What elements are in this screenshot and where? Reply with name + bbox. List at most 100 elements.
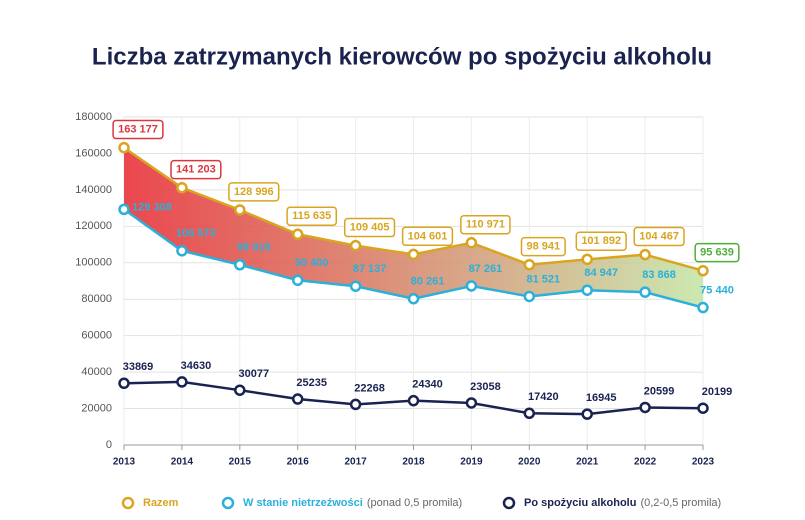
point bbox=[407, 292, 420, 305]
value-label-box bbox=[575, 231, 627, 251]
point bbox=[291, 393, 304, 405]
value-label-box bbox=[520, 236, 566, 257]
value-label: 106 573 bbox=[176, 228, 216, 240]
value-label: 81 521 bbox=[526, 273, 560, 285]
x-tick-label: 2023 bbox=[692, 457, 715, 468]
value-label: 16945 bbox=[586, 392, 617, 404]
value-label: 163 177 bbox=[118, 124, 158, 136]
y-tick-label: 60000 bbox=[81, 330, 112, 342]
y-tick-label: 20000 bbox=[81, 402, 112, 414]
legend-label: Razem bbox=[143, 497, 179, 509]
point bbox=[234, 384, 246, 396]
value-label: 98 941 bbox=[526, 241, 560, 253]
point bbox=[176, 181, 188, 194]
x-tick-label: 2016 bbox=[287, 457, 310, 468]
legend-marker bbox=[121, 496, 135, 510]
point bbox=[697, 264, 709, 277]
value-label: 17420 bbox=[528, 391, 559, 403]
value-label: 84 947 bbox=[584, 267, 618, 279]
point bbox=[523, 407, 536, 420]
value-label: 128 996 bbox=[234, 186, 274, 198]
value-label-box bbox=[112, 119, 164, 140]
x-tick-label: 2013 bbox=[113, 457, 136, 468]
x-tick-label: 2021 bbox=[576, 457, 599, 468]
y-tick-label: 120000 bbox=[75, 220, 112, 232]
point bbox=[465, 280, 478, 292]
point bbox=[118, 377, 130, 390]
value-label: 141 203 bbox=[176, 164, 216, 176]
value-label: 104 467 bbox=[639, 231, 679, 243]
point bbox=[581, 284, 593, 296]
y-tick-label: 80000 bbox=[81, 293, 112, 305]
point bbox=[465, 237, 478, 249]
y-tick-label: 140000 bbox=[75, 184, 112, 196]
value-label: 90 400 bbox=[295, 257, 329, 269]
point bbox=[234, 204, 246, 216]
value-label: 20599 bbox=[644, 385, 675, 397]
y-tick-label: 0 bbox=[106, 439, 112, 451]
point bbox=[118, 203, 130, 216]
x-tick-label: 2017 bbox=[344, 457, 367, 468]
point bbox=[523, 258, 536, 271]
point bbox=[581, 408, 593, 420]
value-label-box bbox=[343, 217, 396, 238]
value-label: 33869 bbox=[123, 361, 154, 373]
legend-note: (0,2-0,5 promila) bbox=[640, 497, 721, 509]
y-tick-label: 40000 bbox=[81, 366, 112, 378]
point bbox=[118, 141, 130, 154]
value-label: 23058 bbox=[470, 381, 501, 393]
point bbox=[176, 245, 188, 257]
value-label: 22268 bbox=[354, 382, 385, 394]
value-label: 104 601 bbox=[408, 230, 448, 242]
value-label-box bbox=[170, 159, 222, 180]
point bbox=[349, 239, 362, 252]
value-label-box bbox=[401, 226, 454, 247]
x-tick-label: 2022 bbox=[634, 457, 657, 468]
value-label: 24340 bbox=[412, 379, 443, 391]
point bbox=[349, 398, 362, 411]
point bbox=[349, 280, 362, 292]
value-label: 101 892 bbox=[581, 235, 621, 247]
x-tick-label: 2014 bbox=[171, 457, 194, 468]
legend-label: Po spożyciu alkoholu bbox=[524, 497, 636, 509]
value-label: 25235 bbox=[296, 377, 327, 389]
value-label: 83 868 bbox=[642, 269, 676, 281]
point bbox=[697, 301, 709, 314]
value-label: 129 308 bbox=[132, 201, 172, 213]
value-label: 95 639 bbox=[700, 247, 734, 259]
point bbox=[176, 376, 188, 388]
value-label: 110 971 bbox=[466, 219, 505, 231]
y-tick-label: 160000 bbox=[75, 147, 112, 159]
point bbox=[291, 274, 304, 287]
point bbox=[465, 397, 478, 409]
point bbox=[523, 290, 536, 303]
legend-marker bbox=[502, 496, 516, 510]
legend-marker bbox=[221, 496, 235, 510]
point bbox=[407, 248, 420, 261]
legend-label: W stanie nietrzeźwości bbox=[243, 497, 363, 509]
value-label-box bbox=[228, 182, 280, 202]
point bbox=[697, 402, 709, 414]
point bbox=[581, 253, 593, 266]
value-label-box bbox=[633, 226, 685, 247]
point bbox=[234, 258, 246, 271]
x-tick-label: 2018 bbox=[402, 457, 425, 468]
x-tick-label: 2015 bbox=[229, 457, 252, 468]
value-label-box bbox=[286, 206, 338, 226]
legend-entry: W stanie nietrzeźwości (ponad 0,5 promila… bbox=[243, 497, 462, 509]
point bbox=[639, 248, 651, 261]
point bbox=[639, 401, 651, 414]
value-label-box bbox=[460, 214, 511, 235]
point bbox=[639, 286, 651, 298]
value-label: 80 261 bbox=[411, 276, 445, 288]
y-tick-label: 100000 bbox=[75, 257, 112, 269]
legend-entry: Razem bbox=[143, 497, 179, 509]
value-label: 115 635 bbox=[292, 210, 331, 222]
value-label-box bbox=[694, 242, 740, 263]
chart-title: Liczba zatrzymanych kierowców po spożyci… bbox=[92, 43, 712, 70]
point bbox=[291, 228, 304, 241]
value-label: 87 137 bbox=[353, 263, 387, 275]
value-label: 30077 bbox=[239, 368, 270, 380]
value-label: 34630 bbox=[181, 360, 212, 372]
